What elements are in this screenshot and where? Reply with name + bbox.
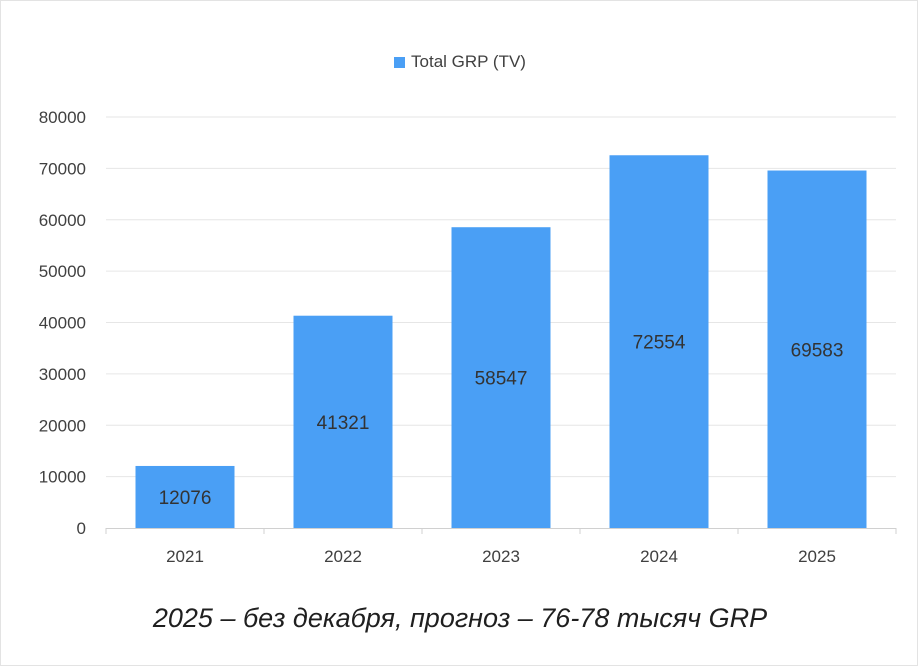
y-tick-label: 80000 (39, 108, 86, 127)
y-tick-label: 40000 (39, 314, 86, 333)
data-label: 72554 (633, 333, 686, 354)
x-tick-label: 2023 (482, 547, 520, 566)
bars (135, 155, 867, 528)
y-tick-label: 70000 (39, 159, 86, 178)
y-tick-label: 10000 (39, 468, 86, 487)
x-tick-label: 2021 (166, 547, 204, 566)
legend: Total GRP (TV) (0, 52, 920, 72)
y-axis-ticks: 0 10000 20000 30000 40000 50000 60000 70000 8000… (39, 108, 86, 538)
data-labels: 12076 41321 58547 72554 69583 (159, 333, 844, 509)
chart-caption: 2025 – без декабря, прогноз – 76-78 тыся… (152, 603, 768, 633)
y-tick-label: 20000 (39, 416, 86, 435)
bar (451, 227, 551, 528)
y-tick-label: 50000 (39, 262, 86, 281)
x-axis: 2021 2022 2023 2024 2025 (105, 528, 897, 566)
y-tick-label: 30000 (39, 365, 86, 384)
bar (293, 315, 393, 528)
y-tick-label: 0 (77, 519, 86, 538)
data-label: 69583 (791, 340, 844, 361)
legend-swatch (394, 56, 406, 68)
bar (609, 155, 709, 528)
data-label: 12076 (159, 488, 212, 509)
x-tick-label: 2025 (798, 547, 836, 566)
x-tick-label: 2024 (640, 547, 678, 566)
bar (135, 465, 235, 528)
data-label: 58547 (475, 369, 528, 390)
x-tick-label: 2022 (324, 547, 362, 566)
legend-label: Total GRP (TV) (411, 52, 526, 71)
bar (767, 170, 867, 528)
gridlines (106, 116, 896, 478)
data-label: 41321 (317, 413, 370, 434)
y-tick-label: 60000 (39, 211, 86, 230)
